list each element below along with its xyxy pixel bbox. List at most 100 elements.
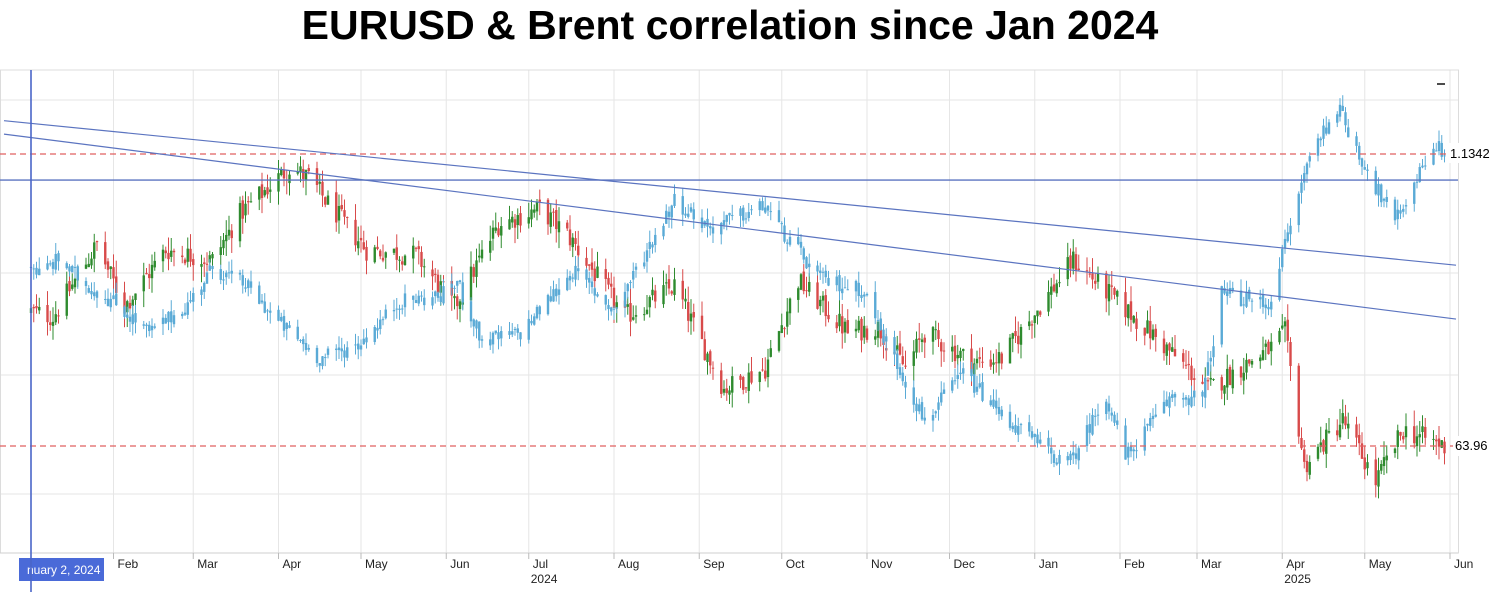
brent-candle — [373, 247, 376, 263]
brent-candle — [538, 199, 541, 202]
eurusd-candle — [373, 327, 376, 343]
eurusd-candle — [1182, 398, 1185, 400]
x-tick-label: Feb — [118, 557, 139, 571]
crosshair-date-label: nuary 2, 2024 — [19, 558, 104, 581]
brent-candle — [200, 263, 203, 267]
brent-candle — [1085, 270, 1089, 272]
eurusd-candle — [846, 289, 849, 291]
brent-candle — [923, 337, 926, 343]
brent-candle — [604, 269, 607, 279]
eurusd-candle — [577, 268, 580, 272]
eurusd-candle — [1162, 401, 1166, 414]
eurusd-candle — [288, 325, 291, 328]
eurusd-candle — [766, 205, 770, 211]
eurusd-candle — [808, 263, 811, 268]
brent-candle — [1377, 470, 1380, 487]
brent-candle — [1096, 272, 1100, 282]
brent-candle — [1283, 321, 1287, 327]
x-tick-label: Jan — [1039, 557, 1058, 571]
eurusd-candle — [951, 380, 954, 391]
eurusd-candle — [673, 193, 676, 206]
eurusd-candle — [423, 297, 426, 306]
eurusd-candle — [1008, 411, 1012, 428]
brent-candle — [1209, 377, 1212, 380]
eurusd-candle — [35, 267, 38, 275]
eurusd-candle — [1143, 426, 1146, 451]
eurusd-candle — [1204, 377, 1207, 398]
eurusd-candle — [1366, 169, 1369, 171]
brent-candle — [148, 274, 151, 279]
eurusd-candle — [1289, 225, 1292, 235]
brent-candle — [1113, 287, 1116, 295]
brent-candle — [357, 241, 360, 249]
eurusd-candle — [879, 318, 882, 330]
brent-candle — [238, 203, 242, 242]
eurusd-candle — [258, 285, 261, 304]
eurusd-candle — [434, 291, 437, 297]
brent-candle — [1072, 251, 1075, 269]
eurusd-candle — [799, 241, 803, 248]
brent-candle — [1206, 380, 1210, 382]
eurusd-label-bg — [1447, 143, 1497, 163]
brent-candle — [912, 351, 915, 366]
eurusd-candle — [1011, 426, 1014, 430]
brent-candle — [95, 241, 99, 243]
eurusd-candle — [480, 339, 484, 341]
brent-candle — [1415, 436, 1419, 447]
eurusd-candle — [612, 308, 616, 310]
eurusd-candle — [1393, 199, 1397, 221]
brent-candle — [131, 299, 134, 306]
brent-candle — [857, 320, 860, 331]
brent-candle — [879, 324, 882, 339]
brent-candle — [241, 200, 244, 219]
eurusd-candle — [643, 262, 646, 267]
brent-candle — [802, 271, 805, 292]
eurusd-candle — [992, 399, 995, 407]
eurusd-candle — [1437, 141, 1441, 151]
eurusd-candle — [692, 209, 695, 220]
eurusd-candle — [654, 234, 657, 246]
brent-candle — [846, 320, 849, 334]
eurusd-candle — [1050, 447, 1053, 454]
eurusd-candle — [1077, 448, 1080, 461]
eurusd-candle — [128, 316, 132, 322]
eurusd-candle — [568, 275, 572, 281]
brent-candle — [434, 273, 437, 275]
eurusd-candle — [684, 213, 687, 216]
brent-candle — [989, 359, 992, 367]
eurusd-candle — [478, 321, 481, 341]
eurusd-candle — [475, 320, 478, 329]
eurusd-candle — [629, 282, 632, 284]
eurusd-candle — [687, 213, 690, 217]
eurusd-candle — [304, 343, 308, 350]
eurusd-candle — [1377, 183, 1380, 196]
brent-candle — [359, 237, 363, 241]
brent-candle — [38, 306, 41, 311]
eurusd-candle — [761, 201, 764, 211]
eurusd-candle — [623, 291, 627, 307]
brent-candle — [376, 246, 379, 249]
x-tick-label: Aug — [618, 557, 639, 571]
eurusd-candle — [742, 207, 745, 221]
eurusd-candle — [225, 272, 228, 278]
eurusd-candle — [1132, 449, 1135, 452]
brent-candle — [32, 306, 35, 309]
eurusd-candle — [607, 305, 610, 310]
brent-candle — [959, 350, 962, 358]
eurusd-candle — [667, 211, 671, 217]
eurusd-candle — [535, 306, 539, 319]
eurusd-candle — [516, 328, 519, 333]
brent-candle — [920, 339, 924, 343]
brent-candle — [384, 252, 387, 258]
eurusd-candle — [975, 386, 979, 392]
eurusd-candle — [1096, 414, 1100, 416]
brent-candle — [1165, 344, 1168, 356]
eurusd-candle — [632, 271, 635, 280]
brent-candle — [689, 313, 693, 322]
eurusd-candle — [472, 319, 475, 327]
brent-candle — [1212, 379, 1215, 381]
brent-candle — [381, 257, 385, 261]
brent-candle — [500, 226, 503, 236]
eurusd-candle — [953, 380, 957, 382]
brent-candle — [104, 242, 107, 265]
